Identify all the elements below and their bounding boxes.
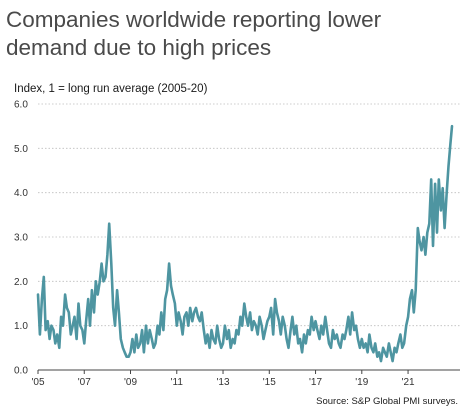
y-tick-labels: 0.0 1.0 2.0 3.0 4.0 5.0 6.0 — [14, 100, 28, 377]
y-tick-label: 4.0 — [14, 188, 28, 199]
y-tick-label: 5.0 — [14, 144, 28, 155]
x-tick-label: '11 — [171, 377, 184, 388]
gridlines — [38, 103, 460, 371]
x-tick-label: '17 — [309, 377, 322, 388]
series-group — [36, 124, 454, 363]
y-tick-label: 2.0 — [14, 277, 28, 288]
y-tick-label: 3.0 — [14, 233, 28, 244]
x-tick-label: '13 — [217, 377, 230, 388]
x-tick-label: '21 — [402, 377, 415, 388]
x-tick-label: '15 — [263, 377, 276, 388]
x-tick-labels: '05 '07 '09 '11 '13 '15 '17 '19 '21 — [31, 370, 415, 388]
chart-title: Companies worldwide reporting lower dema… — [6, 7, 382, 60]
x-tick-label: '05 — [31, 377, 44, 388]
source-note: Source: S&P Global PMI surveys. — [316, 396, 458, 407]
series-line — [36, 124, 454, 363]
x-tick-label: '07 — [78, 377, 91, 388]
y-tick-label: 1.0 — [14, 321, 28, 332]
y-axis-label: Index, 1 = long run average (2005-20) — [14, 83, 208, 95]
x-tick-label: '09 — [124, 377, 137, 388]
y-tick-label: 0.0 — [14, 366, 28, 377]
y-tick-label: 6.0 — [14, 100, 28, 111]
x-tick-label: '19 — [355, 377, 368, 388]
